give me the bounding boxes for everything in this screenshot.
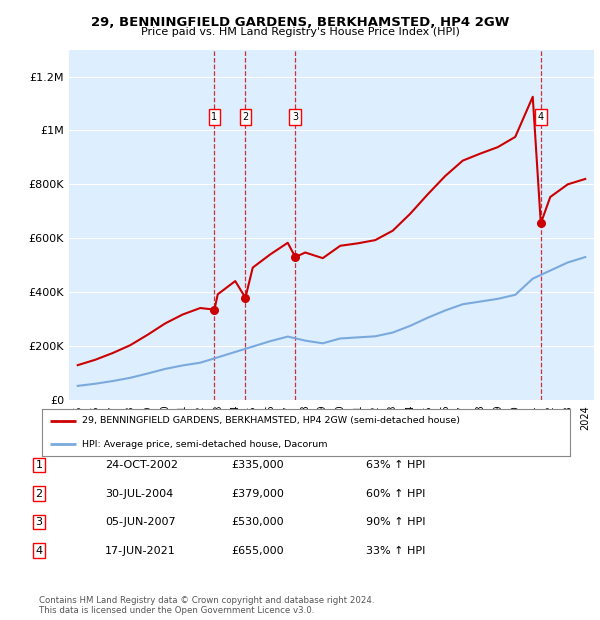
Point (241, 293, 250, 303)
Text: 30-JUL-2004: 30-JUL-2004 (105, 489, 173, 498)
Text: 29, BENNINGFIELD GARDENS, BERKHAMSTED, HP4 2GW: 29, BENNINGFIELD GARDENS, BERKHAMSTED, H… (91, 16, 509, 29)
Text: £530,000: £530,000 (231, 517, 284, 527)
Text: £655,000: £655,000 (231, 546, 284, 556)
Text: 24-OCT-2002: 24-OCT-2002 (105, 460, 178, 470)
Text: 3: 3 (35, 517, 43, 527)
Point (290, 252, 300, 262)
Text: 33% ↑ HPI: 33% ↑ HPI (366, 546, 425, 556)
Text: 17-JUN-2021: 17-JUN-2021 (105, 546, 176, 556)
Text: Contains HM Land Registry data © Crown copyright and database right 2024.
This d: Contains HM Land Registry data © Crown c… (39, 596, 374, 615)
Text: £379,000: £379,000 (231, 489, 284, 498)
Text: 4: 4 (538, 112, 544, 122)
Text: 90% ↑ HPI: 90% ↑ HPI (366, 517, 425, 527)
Text: £335,000: £335,000 (231, 460, 284, 470)
Text: 29, BENNINGFIELD GARDENS, BERKHAMSTED, HP4 2GW (semi-detached house): 29, BENNINGFIELD GARDENS, BERKHAMSTED, H… (82, 416, 460, 425)
Text: 1: 1 (211, 112, 217, 122)
Text: 05-JUN-2007: 05-JUN-2007 (105, 517, 176, 527)
Text: 4: 4 (35, 546, 43, 556)
Text: 63% ↑ HPI: 63% ↑ HPI (366, 460, 425, 470)
Point (209, 304, 219, 314)
Text: 3: 3 (292, 112, 298, 122)
Point (536, 218, 545, 228)
Text: HPI: Average price, semi-detached house, Dacorum: HPI: Average price, semi-detached house,… (82, 440, 327, 449)
Text: 2: 2 (242, 112, 248, 122)
Text: 2: 2 (35, 489, 43, 498)
Text: 60% ↑ HPI: 60% ↑ HPI (366, 489, 425, 498)
Text: 1: 1 (35, 460, 43, 470)
Text: Price paid vs. HM Land Registry's House Price Index (HPI): Price paid vs. HM Land Registry's House … (140, 27, 460, 37)
